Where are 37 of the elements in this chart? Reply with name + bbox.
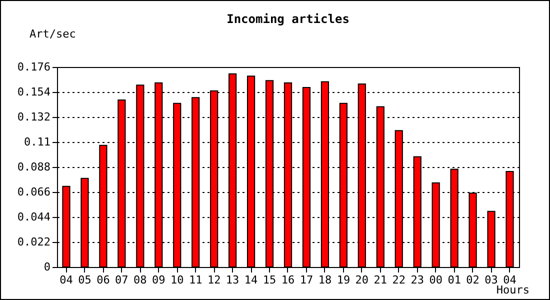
y-tick-label: 0.11 [24, 136, 50, 148]
x-tick-label: 04 [503, 274, 517, 286]
chart-title: Incoming articles [226, 12, 350, 26]
x-tick-label: 06 [96, 274, 110, 286]
x-tick-label: 13 [226, 274, 240, 286]
x-tick-label: 05 [78, 274, 92, 286]
y-tick-label: 0.044 [17, 210, 51, 224]
y-tick-label: 0.176 [17, 60, 50, 74]
x-tick-label: 02 [466, 274, 480, 286]
y-axis-title: Art/sec [30, 28, 76, 40]
x-tick-label: 19 [336, 274, 350, 286]
x-tick-label: 18 [318, 274, 332, 286]
y-tick-label: 0.022 [17, 236, 50, 248]
x-axis-title: Hours [496, 284, 530, 296]
x-tick-label: 09 [152, 274, 166, 286]
x-tick-label: 11 [188, 274, 202, 286]
y-tick-label: 0.088 [17, 160, 50, 174]
x-tick-label: 15 [262, 274, 276, 286]
x-tick-label: 17 [300, 274, 314, 286]
x-tick-label: 10 [170, 274, 184, 286]
y-tick-label: 0.132 [17, 110, 50, 124]
x-tick-label: 01 [448, 274, 461, 286]
x-tick-label: 08 [134, 274, 147, 286]
x-tick-label: 23 [410, 274, 424, 286]
x-tick-label: 21 [374, 274, 388, 286]
x-tick-label: 16 [281, 274, 295, 286]
x-tick-label: 03 [484, 274, 498, 286]
x-tick-label: 07 [115, 274, 128, 286]
x-tick-label: 04 [60, 274, 74, 286]
y-tick-label: 0.066 [17, 186, 50, 198]
x-tick-label: 12 [207, 274, 221, 286]
x-tick-label: 14 [244, 274, 258, 286]
x-tick-label: 00 [429, 274, 442, 286]
x-tick-label: 20 [355, 274, 369, 286]
y-tick-label: 0.154 [17, 86, 51, 98]
x-tick-label: 22 [392, 274, 406, 286]
y-tick-label: 0 [44, 260, 50, 274]
